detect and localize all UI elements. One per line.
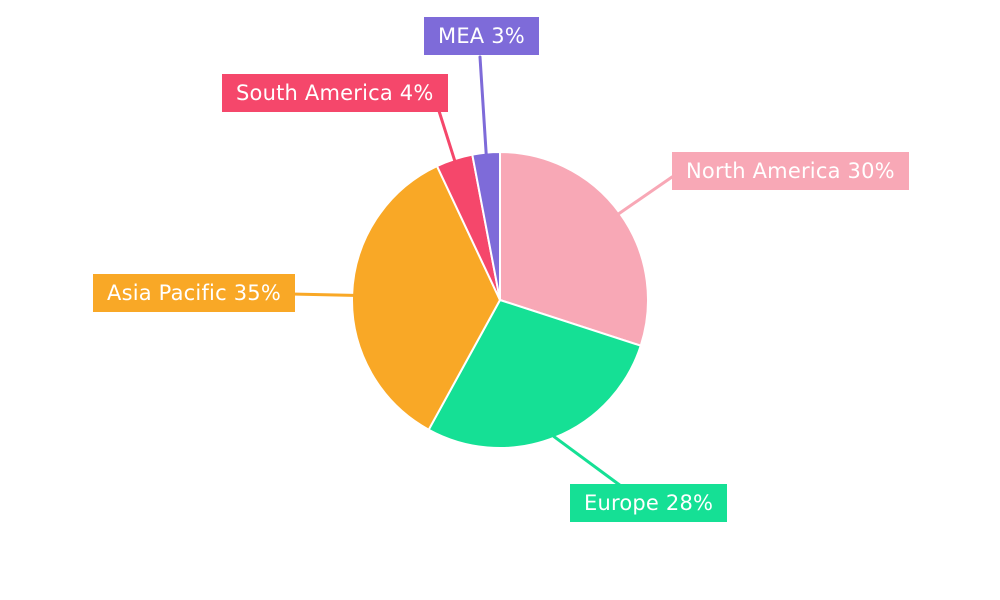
leader-line-south-america [437, 109, 457, 162]
slice-label-asia-pacific: Asia Pacific 35% [93, 274, 295, 312]
slice-label-mea: MEA 3% [424, 17, 539, 55]
leader-line-mea [478, 55, 488, 156]
slice-label-south-america: South America 4% [222, 74, 448, 112]
leader-line-europe [552, 435, 623, 488]
leader-line-north-america [617, 175, 674, 216]
slice-label-north-america: North America 30% [672, 152, 909, 190]
slice-label-europe: Europe 28% [570, 484, 728, 522]
leader-line-asia-pacific [289, 292, 355, 297]
